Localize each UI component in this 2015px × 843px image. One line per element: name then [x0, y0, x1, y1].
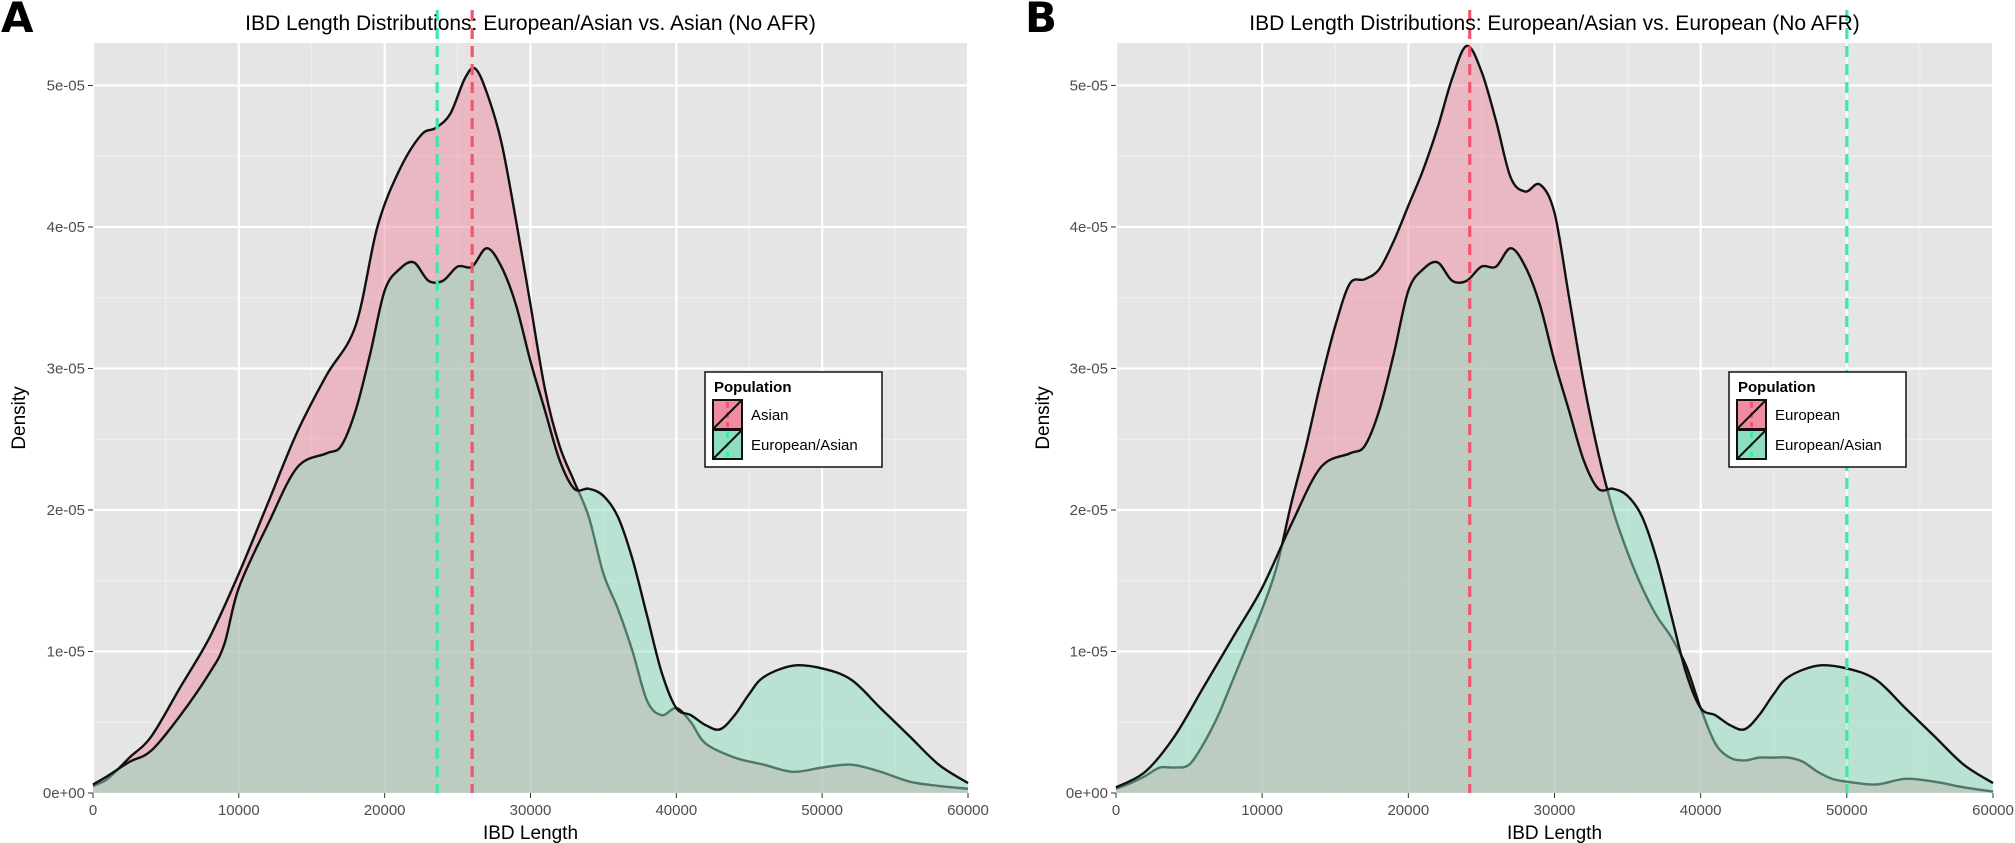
legend-label-asian: Asian	[751, 407, 789, 424]
y-tick-label: 0e+00	[1066, 785, 1108, 802]
panel-letter: B	[1025, 0, 1057, 42]
legend-title: Population	[714, 379, 792, 396]
legend-label-european-asian: European/Asian	[1775, 437, 1882, 454]
y-tick-label: 3e-05	[47, 360, 85, 377]
y-tick-label: 3e-05	[1070, 360, 1108, 377]
legend-key-slash-asian	[713, 400, 742, 429]
y-tick-label: 4e-05	[1070, 219, 1108, 236]
legend-key-slash-european	[1737, 400, 1766, 429]
panel-letter: A	[1, 0, 34, 42]
density-area-european-asian	[93, 248, 968, 793]
x-tick-label: 20000	[364, 802, 406, 819]
x-tick-label: 30000	[510, 802, 552, 819]
y-tick-label: 1e-05	[47, 643, 85, 660]
x-tick-label: 40000	[1680, 802, 1722, 819]
y-axis-title: Density	[9, 386, 30, 450]
chart-title: IBD Length Distributions: European/Asian…	[1249, 12, 1859, 35]
y-tick-label: 2e-05	[47, 502, 85, 519]
x-tick-label: 30000	[1534, 802, 1576, 819]
x-tick-label: 0	[1112, 802, 1120, 819]
x-tick-label: 60000	[947, 802, 989, 819]
chart-panel-a: 0 10000 20000 30000 40000 50000 60000 0e+00 1e-0…	[1, 0, 989, 843]
y-tick-label: 5e-05	[1070, 77, 1108, 94]
legend-label-european-asian: European/Asian	[751, 437, 858, 454]
x-tick-label: 50000	[1826, 802, 1868, 819]
x-tick-label: 10000	[1241, 802, 1283, 819]
legend-key-slash-european-asian	[713, 430, 742, 459]
y-axis-title: Density	[1033, 386, 1054, 450]
y-tick-label: 2e-05	[1070, 502, 1108, 519]
y-tick-label: 4e-05	[47, 219, 85, 236]
chart-title: IBD Length Distributions: European/Asian…	[245, 12, 816, 35]
y-tick-label: 0e+00	[43, 785, 85, 802]
y-tick-label: 5e-05	[47, 77, 85, 94]
y-tick-label: 1e-05	[1070, 643, 1108, 660]
x-tick-label: 50000	[801, 802, 843, 819]
x-tick-label: 40000	[655, 802, 697, 819]
chart-panel-b: 0 10000 20000 30000 40000 50000 60000 0e+00 1e-0…	[1025, 0, 2014, 843]
x-axis-title: IBD Length	[1507, 823, 1602, 843]
legend-title: Population	[1738, 379, 1816, 396]
x-tick-label: 10000	[218, 802, 260, 819]
x-axis-title: IBD Length	[483, 823, 578, 843]
x-tick-label: 0	[89, 802, 97, 819]
legend-key-slash-european-asian	[1737, 430, 1766, 459]
legend-label-european: European	[1775, 407, 1840, 424]
x-tick-label: 20000	[1387, 802, 1429, 819]
density-area-european-asian	[1116, 248, 1993, 793]
density-curve-european-asian	[92, 246, 969, 786]
x-tick-label: 60000	[1972, 802, 2014, 819]
density-curve-european-asian	[1115, 246, 1994, 789]
